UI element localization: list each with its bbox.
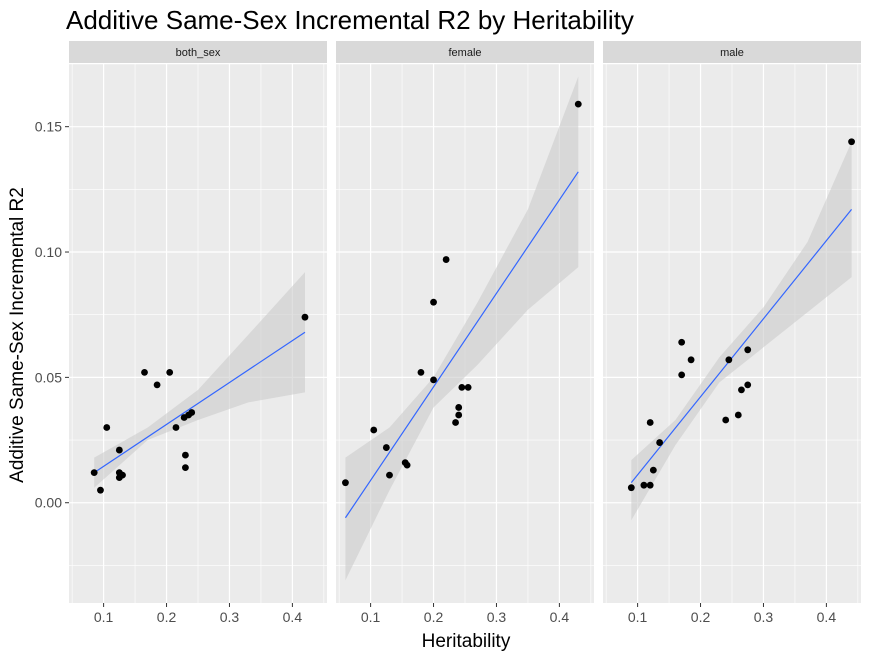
data-point <box>403 461 411 469</box>
data-point <box>386 471 393 479</box>
confidence-band <box>631 141 852 521</box>
data-point <box>103 424 111 431</box>
data-point <box>430 376 437 384</box>
data-point <box>382 444 390 451</box>
y-tick-label: 0.10 <box>35 244 62 260</box>
x-tick-label: 0.2 <box>157 609 177 625</box>
x-axis-label: Heritability <box>422 631 511 652</box>
strip-label: female <box>448 47 481 59</box>
data-point <box>464 384 472 391</box>
x-tick-label: 0.3 <box>487 609 507 625</box>
data-point <box>301 313 309 321</box>
data-point <box>574 100 582 108</box>
data-point <box>678 371 686 379</box>
strip-bg <box>603 41 861 63</box>
y-axis: 0.00 0.05 0.10 0.15 <box>35 119 69 511</box>
data-point <box>722 416 730 424</box>
x-tick-label: 0.1 <box>361 609 381 625</box>
data-point <box>738 386 745 394</box>
x-tick-label: 0.3 <box>220 609 240 625</box>
data-point <box>97 486 104 494</box>
x-tick-label: 0.2 <box>691 609 711 625</box>
x-tick-label: 0.4 <box>550 609 570 625</box>
data-point <box>455 404 463 411</box>
data-point <box>458 384 466 391</box>
strip-bg <box>69 41 327 63</box>
confidence-band <box>345 76 579 581</box>
fit-line <box>344 171 579 519</box>
x-tick-label: 0.4 <box>283 609 303 625</box>
data-point <box>188 409 196 416</box>
x-tick-label: 0.1 <box>628 609 648 625</box>
data-point <box>649 466 657 474</box>
data-point <box>166 368 174 376</box>
data-point <box>656 439 664 446</box>
panel-female: female 0.1 0.2 0.3 0.4 <box>336 41 594 625</box>
data-point <box>640 481 648 489</box>
data-point <box>646 419 654 426</box>
data-point <box>452 419 459 426</box>
data-point <box>172 424 180 431</box>
data-point <box>646 481 654 489</box>
y-axis-label: Additive Same-Sex Incremental R2 <box>7 187 28 483</box>
panel-male: male 0.1 0.2 0.3 0.4 <box>603 41 861 625</box>
x-tick-label: 0.3 <box>754 609 774 625</box>
data-point <box>370 426 378 434</box>
y-tick-label: 0.00 <box>35 495 62 511</box>
data-point <box>848 138 855 146</box>
data-point <box>455 411 463 419</box>
data-point <box>687 356 695 364</box>
x-tick-label: 0.4 <box>817 609 837 625</box>
chart-title: Additive Same-Sex Incremental R2 by Heri… <box>66 5 634 35</box>
strip-label: both_sex <box>176 47 221 59</box>
data-point <box>744 381 752 389</box>
y-tick-label: 0.15 <box>35 119 62 135</box>
panel-both_sex: both_sex 0.1 0.2 0.3 0.4 <box>69 41 327 625</box>
data-point <box>430 298 437 306</box>
data-point <box>744 346 752 354</box>
x-tick-label: 0.1 <box>94 609 114 625</box>
data-point <box>342 479 349 487</box>
data-point <box>153 381 161 389</box>
data-point <box>182 451 189 459</box>
data-point <box>725 356 733 364</box>
data-point <box>678 338 686 346</box>
strip-bg <box>336 41 594 63</box>
data-point <box>141 368 148 376</box>
data-point <box>90 469 98 477</box>
data-point <box>734 411 742 419</box>
data-point <box>417 368 425 376</box>
strip-label: male <box>720 47 744 59</box>
confidence-band <box>94 272 305 488</box>
y-tick-label: 0.05 <box>35 369 62 385</box>
x-tick-label: 0.2 <box>424 609 444 625</box>
data-point <box>119 471 126 479</box>
fit-line <box>93 331 306 474</box>
data-point <box>115 446 123 454</box>
data-point <box>442 256 450 263</box>
fit-line <box>630 209 853 484</box>
data-point <box>182 464 189 472</box>
data-point <box>627 484 635 492</box>
